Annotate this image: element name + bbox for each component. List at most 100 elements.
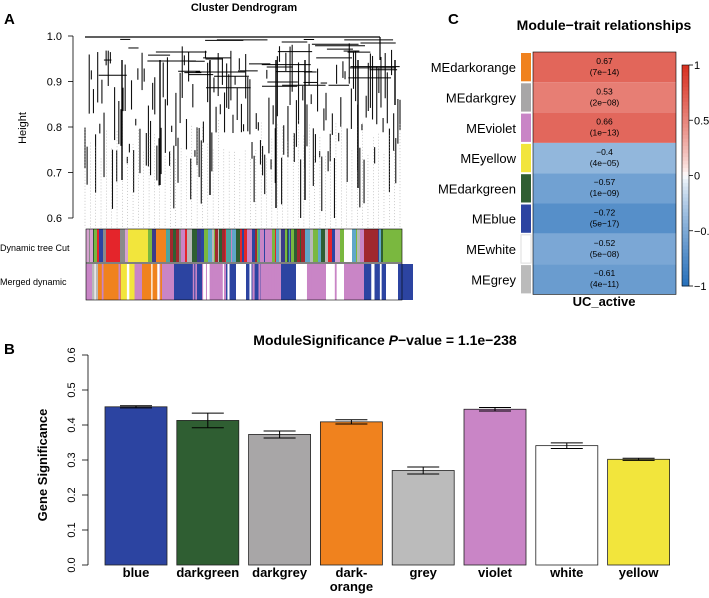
tree-cut-stripe <box>264 229 265 262</box>
module-color-swatch <box>521 174 531 203</box>
heatmap-cell <box>533 264 676 295</box>
heatmap-cell-pvalue: (4e−05) <box>590 158 620 168</box>
tree-cut-stripe <box>244 229 247 262</box>
legend-gradient-step <box>682 116 689 121</box>
module-row-label: MEblue <box>472 212 516 227</box>
heatmap-cell-pvalue: (1e−13) <box>590 128 620 138</box>
legend-gradient-step <box>682 260 689 265</box>
row-label-merged-dynamic: Merged dynamic <box>0 277 67 287</box>
merged-color-stripe <box>134 264 137 300</box>
bar-category-label: darkgreen <box>176 565 239 580</box>
dendrogram-y-label: Height <box>17 112 29 144</box>
tree-cut-stripe <box>351 229 356 262</box>
heatmap-cell-correlation: −0.57 <box>594 177 616 187</box>
tree-cut-stripe <box>260 229 264 262</box>
heatmap-cell <box>533 173 676 204</box>
tree-cut-stripe <box>94 229 97 262</box>
legend-gradient-step <box>682 212 689 217</box>
tree-cut-stripe <box>257 229 258 262</box>
merged-color-stripe <box>126 264 130 300</box>
bar-category-label: white <box>549 565 583 580</box>
heatmap-cell-correlation: −0.4 <box>596 147 613 157</box>
bar-series: blue darkgreen darkgrey dark-orange grey viol… <box>104 405 670 594</box>
legend-gradient-step <box>682 190 689 195</box>
merged-color-block <box>136 264 142 300</box>
dendrogram-title: Cluster Dendrogram <box>191 2 298 14</box>
merged-color-block <box>174 264 202 300</box>
legend-gradient-step <box>682 219 689 224</box>
heatmap-cells: MEdarkorange 0.67(7e−14) MEdarkgrey 0.53(2e… <box>431 51 677 295</box>
tree-cut-stripe <box>310 229 313 262</box>
legend-gradient-step <box>682 216 689 221</box>
merged-color-stripe <box>227 264 230 300</box>
legend-gradient-step <box>682 208 689 213</box>
tree-cut-block <box>156 229 166 262</box>
legend-gradient-step <box>682 223 689 228</box>
tree-cut-stripe <box>287 229 288 262</box>
tree-cut-stripe <box>120 229 125 262</box>
legend-tick-label: 1 <box>694 60 700 72</box>
legend-tick-label: 0 <box>694 171 700 183</box>
tree-cut-block <box>344 229 352 262</box>
bar-y-tick-label: 0.1 <box>66 522 78 537</box>
bar-category-label: orange <box>330 579 373 594</box>
tree-cut-stripe <box>148 229 152 262</box>
merged-color-stripe <box>258 264 261 300</box>
heatmap-color-legend: 1 0.5 0 −0.5 −1 <box>681 60 709 293</box>
bar <box>104 406 168 566</box>
merged-color-stripe <box>94 264 96 300</box>
heatmap-cell <box>533 142 676 174</box>
legend-gradient-step <box>682 134 689 140</box>
module-row-label: MEdarkorange <box>431 60 516 75</box>
tree-cut-stripe <box>243 229 244 262</box>
tree-cut-stripe <box>285 229 287 262</box>
dendrogram-y-tick-label: 0.6 <box>47 213 62 225</box>
tree-cut-stripe <box>176 229 179 262</box>
bar <box>176 420 240 566</box>
tree-cut-stripe <box>383 229 386 262</box>
tree-cut-stripe <box>236 229 240 262</box>
bar-category-label: blue <box>123 565 150 580</box>
merged-color-stripe <box>210 264 213 300</box>
tree-cut-stripe <box>313 229 318 262</box>
tree-cut-stripe <box>318 229 321 262</box>
legend-gradient-step <box>682 271 689 276</box>
bar-chart-panel: ModuleSignificance P−value = 1.1e−238 Ge… <box>35 332 670 594</box>
legend-gradient-step <box>682 252 689 258</box>
heatmap-cell <box>533 82 676 113</box>
tree-cut-stripe <box>187 229 192 262</box>
bar <box>535 445 599 566</box>
legend-gradient-step <box>682 83 689 88</box>
bar <box>607 458 670 566</box>
tree-cut-stripe <box>290 229 291 262</box>
legend-gradient-step <box>682 160 689 165</box>
dendrogram-tree <box>84 36 401 228</box>
module-row-label: MEviolet <box>466 121 516 136</box>
legend-gradient-step <box>682 131 689 136</box>
dendrogram-y-tick-label: 0.9 <box>47 77 62 89</box>
heatmap-cell-correlation: 0.66 <box>596 117 613 127</box>
legend-gradient-step <box>682 267 689 272</box>
merged-color-stripe <box>118 264 121 300</box>
color-rows-border <box>85 228 403 301</box>
tree-cut-stripe <box>301 229 305 262</box>
tree-cut-stripe <box>242 229 243 262</box>
bar <box>463 408 527 566</box>
merged-color-stripe <box>195 264 197 300</box>
legend-gradient-step <box>682 90 689 95</box>
heatmap-cell <box>533 233 676 265</box>
merged-color-stripe <box>157 264 160 300</box>
legend-gradient-step <box>682 142 689 147</box>
merged-color-stripe <box>151 264 153 300</box>
bar-y-tick-label: 0.3 <box>66 452 78 467</box>
heatmap-cell-correlation: −0.72 <box>594 208 616 218</box>
legend-gradient-step <box>682 256 689 261</box>
tree-cut-stripe <box>214 229 215 262</box>
heatmap-cell-correlation: 0.53 <box>596 86 613 96</box>
module-color-swatch <box>521 204 531 233</box>
legend-gradient-step <box>682 193 689 199</box>
tree-cut-stripe <box>86 229 89 262</box>
heatmap-cell-correlation: 0.67 <box>596 56 613 66</box>
legend-gradient-step <box>682 68 689 73</box>
